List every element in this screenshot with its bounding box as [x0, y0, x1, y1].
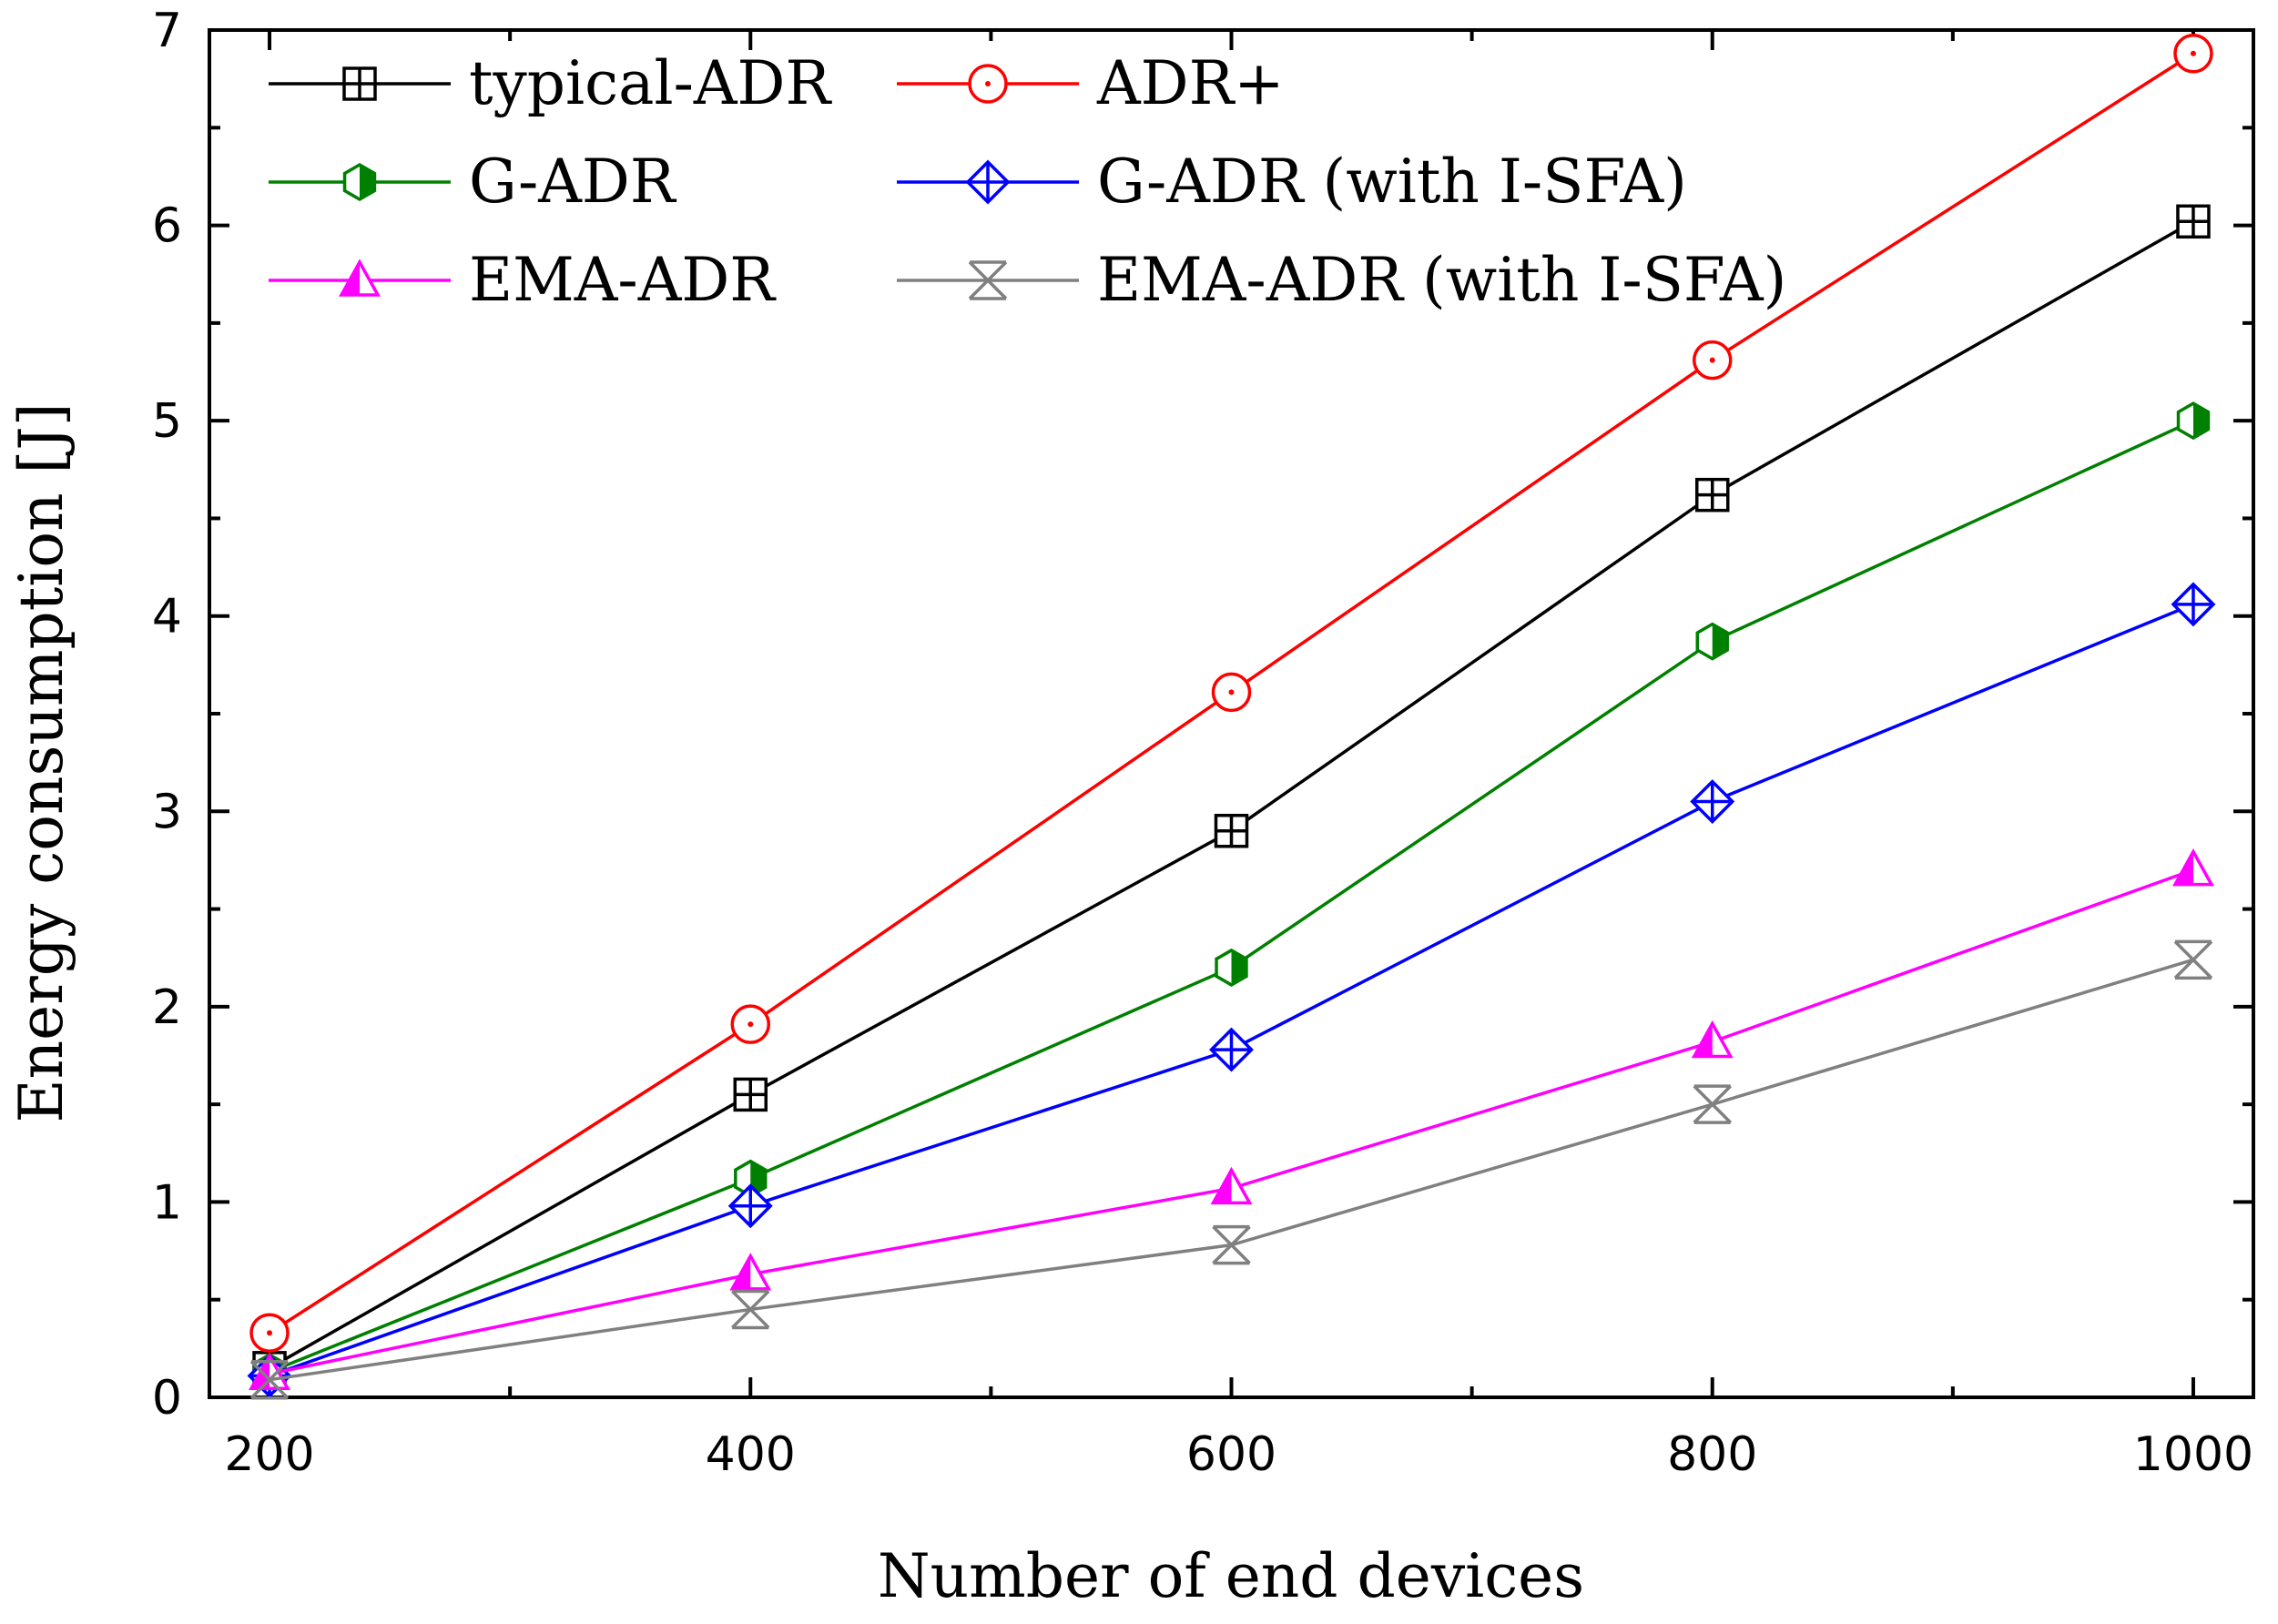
data-point: [1210, 1166, 1253, 1205]
data-point: [1692, 340, 1733, 381]
data-point: [1690, 779, 1735, 825]
legend-marker: [342, 66, 377, 101]
marker-fill: [2174, 851, 2193, 885]
legend-marker: [965, 159, 1011, 205]
legend-marker: [968, 64, 1008, 104]
marker-fill: [732, 1255, 751, 1289]
y-axis-title: Energy consumption [J]: [6, 402, 76, 1122]
legend-item: G-ADR: [269, 147, 677, 217]
data-point: [1215, 948, 1248, 987]
axis-ticks: 200 400 600 800 1000 0 1 2 3 4 5 6 7: [152, 4, 2253, 1482]
marker-dot: [267, 1330, 273, 1336]
legend-label: G-ADR: [469, 147, 677, 217]
legend-item: G-ADR (with I-SFA): [897, 147, 1687, 217]
marker-fill: [2192, 403, 2209, 439]
marker-dot: [2190, 50, 2196, 56]
y-tick-label: 5: [152, 394, 182, 449]
x-tick-label: 200: [224, 1427, 314, 1482]
legend-label: typical-ADR: [469, 48, 832, 118]
x-axis-title: Number of end devices: [878, 1541, 1584, 1611]
data-point: [2173, 33, 2213, 74]
series-layer: [247, 33, 2216, 1400]
data-point: [1693, 1084, 1732, 1124]
x-tick-label: 800: [1667, 1427, 1757, 1482]
legend-label: G-ADR (with I-SFA): [1097, 147, 1687, 217]
data-point: [1209, 1027, 1254, 1072]
y-tick-label: 7: [152, 4, 182, 58]
legend-marker: [342, 162, 377, 202]
marker-dot: [1709, 357, 1715, 363]
series-0: [252, 204, 2211, 1385]
x-tick-label: 400: [706, 1427, 796, 1482]
data-point: [1695, 622, 1729, 661]
series-line: [269, 868, 2194, 1375]
series-line: [269, 419, 2194, 1374]
marker-fill: [1231, 949, 1246, 985]
legend-marker: [339, 259, 381, 297]
marker-diag-2: [249, 1360, 290, 1399]
data-point: [249, 1359, 290, 1400]
y-tick-label: 3: [152, 785, 182, 839]
legend-label: EMA-ADR (with I-SFA): [1097, 245, 1786, 315]
marker-dot: [1228, 689, 1235, 695]
data-point: [2173, 939, 2213, 980]
data-point: [2171, 582, 2216, 627]
y-tick-label: 1: [152, 1175, 182, 1230]
x-tick-label: 1000: [2133, 1427, 2253, 1482]
data-point: [727, 1183, 773, 1229]
marker-fill: [360, 165, 375, 199]
y-tick-label: 4: [152, 590, 182, 645]
marker-fill: [1712, 624, 1728, 659]
data-point: [731, 1289, 770, 1330]
x-tick-label: 600: [1186, 1427, 1276, 1482]
legend-item: EMA-ADR: [269, 245, 777, 315]
marker-fill: [341, 262, 360, 295]
data-point: [733, 1077, 768, 1112]
data-point: [2171, 848, 2214, 887]
data-point: [729, 1253, 772, 1291]
marker-diag-2: [1212, 1225, 1251, 1264]
data-point: [2176, 204, 2211, 239]
series-4: [249, 848, 2214, 1391]
series-line: [269, 603, 2194, 1378]
data-point: [249, 1313, 290, 1353]
marker-dot: [747, 1021, 754, 1028]
legend-item: typical-ADR: [269, 48, 832, 118]
marker-fill: [750, 1161, 766, 1196]
y-tick-label: 2: [152, 980, 182, 1035]
legend-label: ADR+: [1096, 48, 1285, 118]
data-point: [1212, 1224, 1251, 1265]
legend-item: ADR+: [897, 48, 1285, 118]
series-2: [252, 401, 2211, 1392]
marker-fill: [1693, 1023, 1713, 1057]
series-1: [249, 33, 2213, 1353]
series-5: [249, 939, 2213, 1400]
data-point: [1214, 813, 1249, 848]
marker-diag-2: [1693, 1084, 1732, 1124]
marker-dot: [985, 81, 991, 86]
y-tick-label: 0: [152, 1371, 182, 1426]
data-point: [1211, 672, 1252, 713]
data-point: [1691, 1020, 1734, 1059]
data-point: [2176, 401, 2211, 441]
marker-diag-2: [2173, 940, 2213, 979]
y-tick-label: 6: [152, 199, 182, 254]
marker-fill: [1213, 1170, 1232, 1203]
marker-diag-2: [968, 260, 1008, 300]
legend: typical-ADR ADR+ G-ADR G-ADR (with I-SFA) EM…: [269, 48, 1786, 315]
data-point: [730, 1004, 771, 1044]
legend-item: EMA-ADR (with I-SFA): [897, 245, 1786, 315]
legend-marker: [968, 260, 1008, 300]
marker-diag-2: [731, 1290, 770, 1329]
legend-label: EMA-ADR: [469, 245, 777, 315]
data-point: [1694, 477, 1730, 513]
